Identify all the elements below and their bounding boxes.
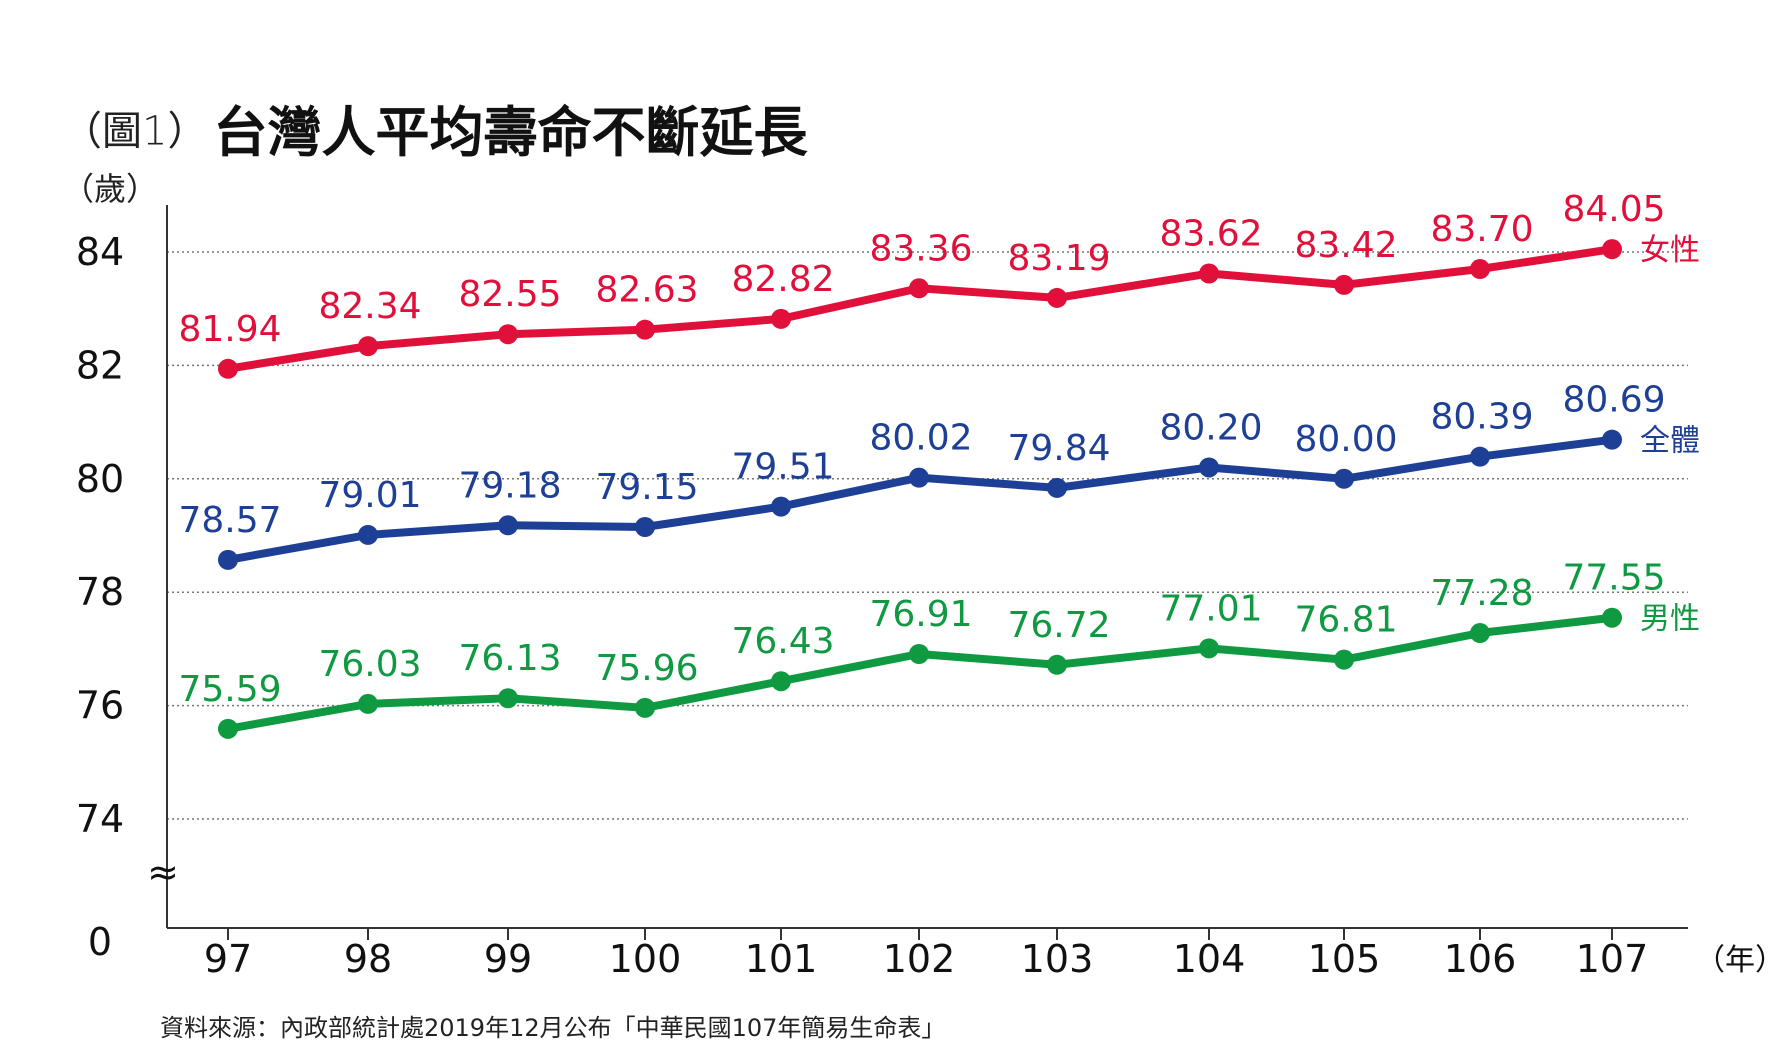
series-name-male: 男性 <box>1640 602 1700 637</box>
x-tick-label: 106 <box>1444 937 1517 981</box>
data-point-female <box>1602 239 1622 260</box>
data-label-female: 84.05 <box>1562 189 1665 230</box>
data-label-male: 77.55 <box>1562 558 1665 599</box>
data-point-total <box>1470 446 1490 467</box>
data-label-total: 79.15 <box>595 467 698 508</box>
data-label-male: 76.72 <box>1007 605 1110 646</box>
data-label-total: 80.02 <box>869 418 972 459</box>
x-tick-label: 105 <box>1308 937 1381 981</box>
data-label-male: 77.28 <box>1430 573 1533 614</box>
data-point-total <box>1334 468 1354 489</box>
data-label-male: 76.13 <box>458 638 561 679</box>
chart-title: （圖1） 台灣人平均壽命不斷延長 <box>62 88 807 167</box>
data-point-total <box>1602 429 1622 450</box>
data-point-female <box>498 324 518 345</box>
data-point-female <box>358 336 378 357</box>
data-label-total: 80.39 <box>1430 397 1533 438</box>
data-point-male <box>1470 623 1490 644</box>
data-label-male: 75.96 <box>595 648 698 689</box>
data-label-female: 83.42 <box>1294 225 1397 266</box>
x-tick-label: 98 <box>344 937 392 981</box>
data-point-total <box>771 496 791 517</box>
data-point-male <box>358 693 378 714</box>
data-point-female <box>1199 263 1219 284</box>
data-point-male <box>498 688 518 709</box>
axis-break-icon: ≈ <box>147 850 179 894</box>
data-point-female <box>1047 287 1067 308</box>
data-label-male: 77.01 <box>1159 588 1262 629</box>
series-name-total: 全體 <box>1640 424 1700 459</box>
data-label-total: 79.01 <box>318 475 421 516</box>
y-unit-label: （歲） <box>62 170 159 208</box>
data-label-total: 80.20 <box>1159 407 1262 448</box>
data-point-female <box>1334 274 1354 295</box>
data-label-female: 82.55 <box>458 274 561 315</box>
y-tick-label: 76 <box>76 684 124 728</box>
y-tick-label: 0 <box>88 920 112 964</box>
data-label-male: 76.43 <box>731 621 834 662</box>
y-tick-label: 84 <box>76 230 124 274</box>
x-tick-label: 107 <box>1576 937 1649 981</box>
data-label-total: 79.84 <box>1007 428 1110 469</box>
x-unit-label: （年） <box>1695 943 1784 978</box>
x-tick-label: 102 <box>883 937 956 981</box>
data-label-total: 78.57 <box>178 500 281 541</box>
data-label-female: 82.63 <box>595 270 698 311</box>
data-point-total <box>358 524 378 545</box>
data-point-male <box>635 697 655 718</box>
data-point-total <box>218 549 238 570</box>
x-tick-label: 104 <box>1173 937 1246 981</box>
data-label-female: 83.36 <box>869 228 972 269</box>
data-label-total: 79.18 <box>458 465 561 506</box>
data-label-male: 75.59 <box>178 669 281 710</box>
data-point-female <box>771 308 791 329</box>
x-tick-label: 103 <box>1021 937 1094 981</box>
data-point-total <box>635 516 655 537</box>
data-label-total: 79.51 <box>731 447 834 488</box>
data-point-total <box>1199 457 1219 478</box>
data-label-female: 82.82 <box>731 259 834 300</box>
source-note: 資料來源：內政部統計處2019年12月公布「中華民國107年簡易生命表」 <box>160 1014 946 1042</box>
y-tick-label: 78 <box>76 570 124 614</box>
data-label-female: 83.70 <box>1430 209 1533 250</box>
x-tick-label: 97 <box>204 937 252 981</box>
data-point-male <box>1199 638 1219 659</box>
series-name-female: 女性 <box>1640 233 1700 268</box>
data-point-male <box>1047 654 1067 675</box>
data-label-female: 83.19 <box>1007 238 1110 279</box>
y-tick-label: 80 <box>76 457 124 501</box>
figure-label: （圖1） <box>62 108 208 155</box>
data-label-female: 82.34 <box>318 286 421 327</box>
y-tick-label: 74 <box>76 797 124 841</box>
y-tick-label: 82 <box>76 343 124 387</box>
data-label-total: 80.00 <box>1294 419 1397 460</box>
data-point-male <box>909 644 929 665</box>
x-tick-label: 99 <box>484 937 532 981</box>
title-text: 台灣人平均壽命不斷延長 <box>213 101 808 164</box>
data-label-female: 81.94 <box>178 309 281 350</box>
data-label-male: 76.81 <box>1294 600 1397 641</box>
data-point-female <box>909 278 929 299</box>
data-point-female <box>1470 259 1490 280</box>
data-point-female <box>635 319 655 340</box>
data-point-total <box>1047 477 1067 498</box>
data-point-male <box>771 671 791 692</box>
data-point-female <box>218 358 238 379</box>
data-point-male <box>1334 649 1354 670</box>
x-tick-label: 101 <box>745 937 818 981</box>
data-point-total <box>498 515 518 536</box>
data-label-male: 76.91 <box>869 594 972 635</box>
data-label-female: 83.62 <box>1159 214 1262 255</box>
data-point-male <box>218 718 238 739</box>
data-point-total <box>909 467 929 488</box>
data-label-total: 80.69 <box>1562 380 1665 421</box>
data-point-male <box>1602 607 1622 628</box>
x-tick-label: 100 <box>609 937 682 981</box>
data-label-male: 76.03 <box>318 644 421 685</box>
